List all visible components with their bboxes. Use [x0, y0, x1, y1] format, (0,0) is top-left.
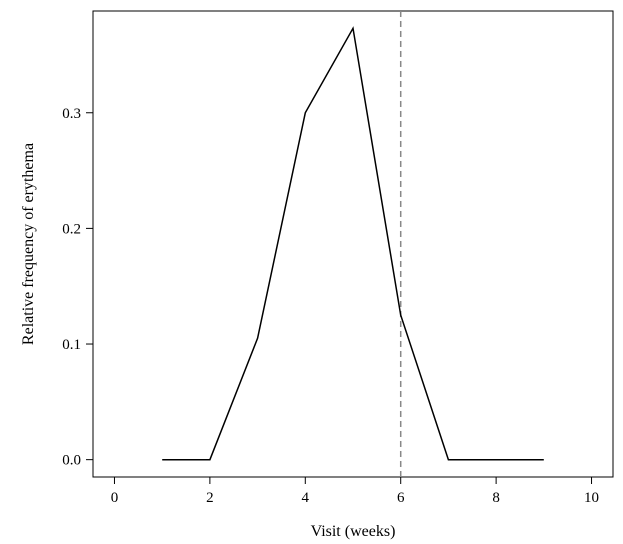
y-tick-label: 0.0 [62, 453, 81, 469]
y-tick-label: 0.1 [62, 337, 81, 353]
y-tick-label: 0.3 [62, 106, 81, 122]
series-line-0 [162, 26, 544, 461]
x-tick-label: 2 [206, 490, 214, 506]
x-tick-label: 4 [302, 490, 310, 506]
x-axis-title: Visit (weeks) [311, 523, 396, 540]
x-tick-label: 8 [492, 490, 500, 506]
x-tick-label: 10 [584, 490, 599, 506]
x-tick-label: 0 [111, 490, 119, 506]
x-tick-label: 6 [397, 490, 405, 506]
y-axis-title: Relative frequency of erythema [20, 143, 37, 345]
plot-frame [92, 10, 614, 478]
y-tick-label: 0.2 [62, 221, 81, 237]
